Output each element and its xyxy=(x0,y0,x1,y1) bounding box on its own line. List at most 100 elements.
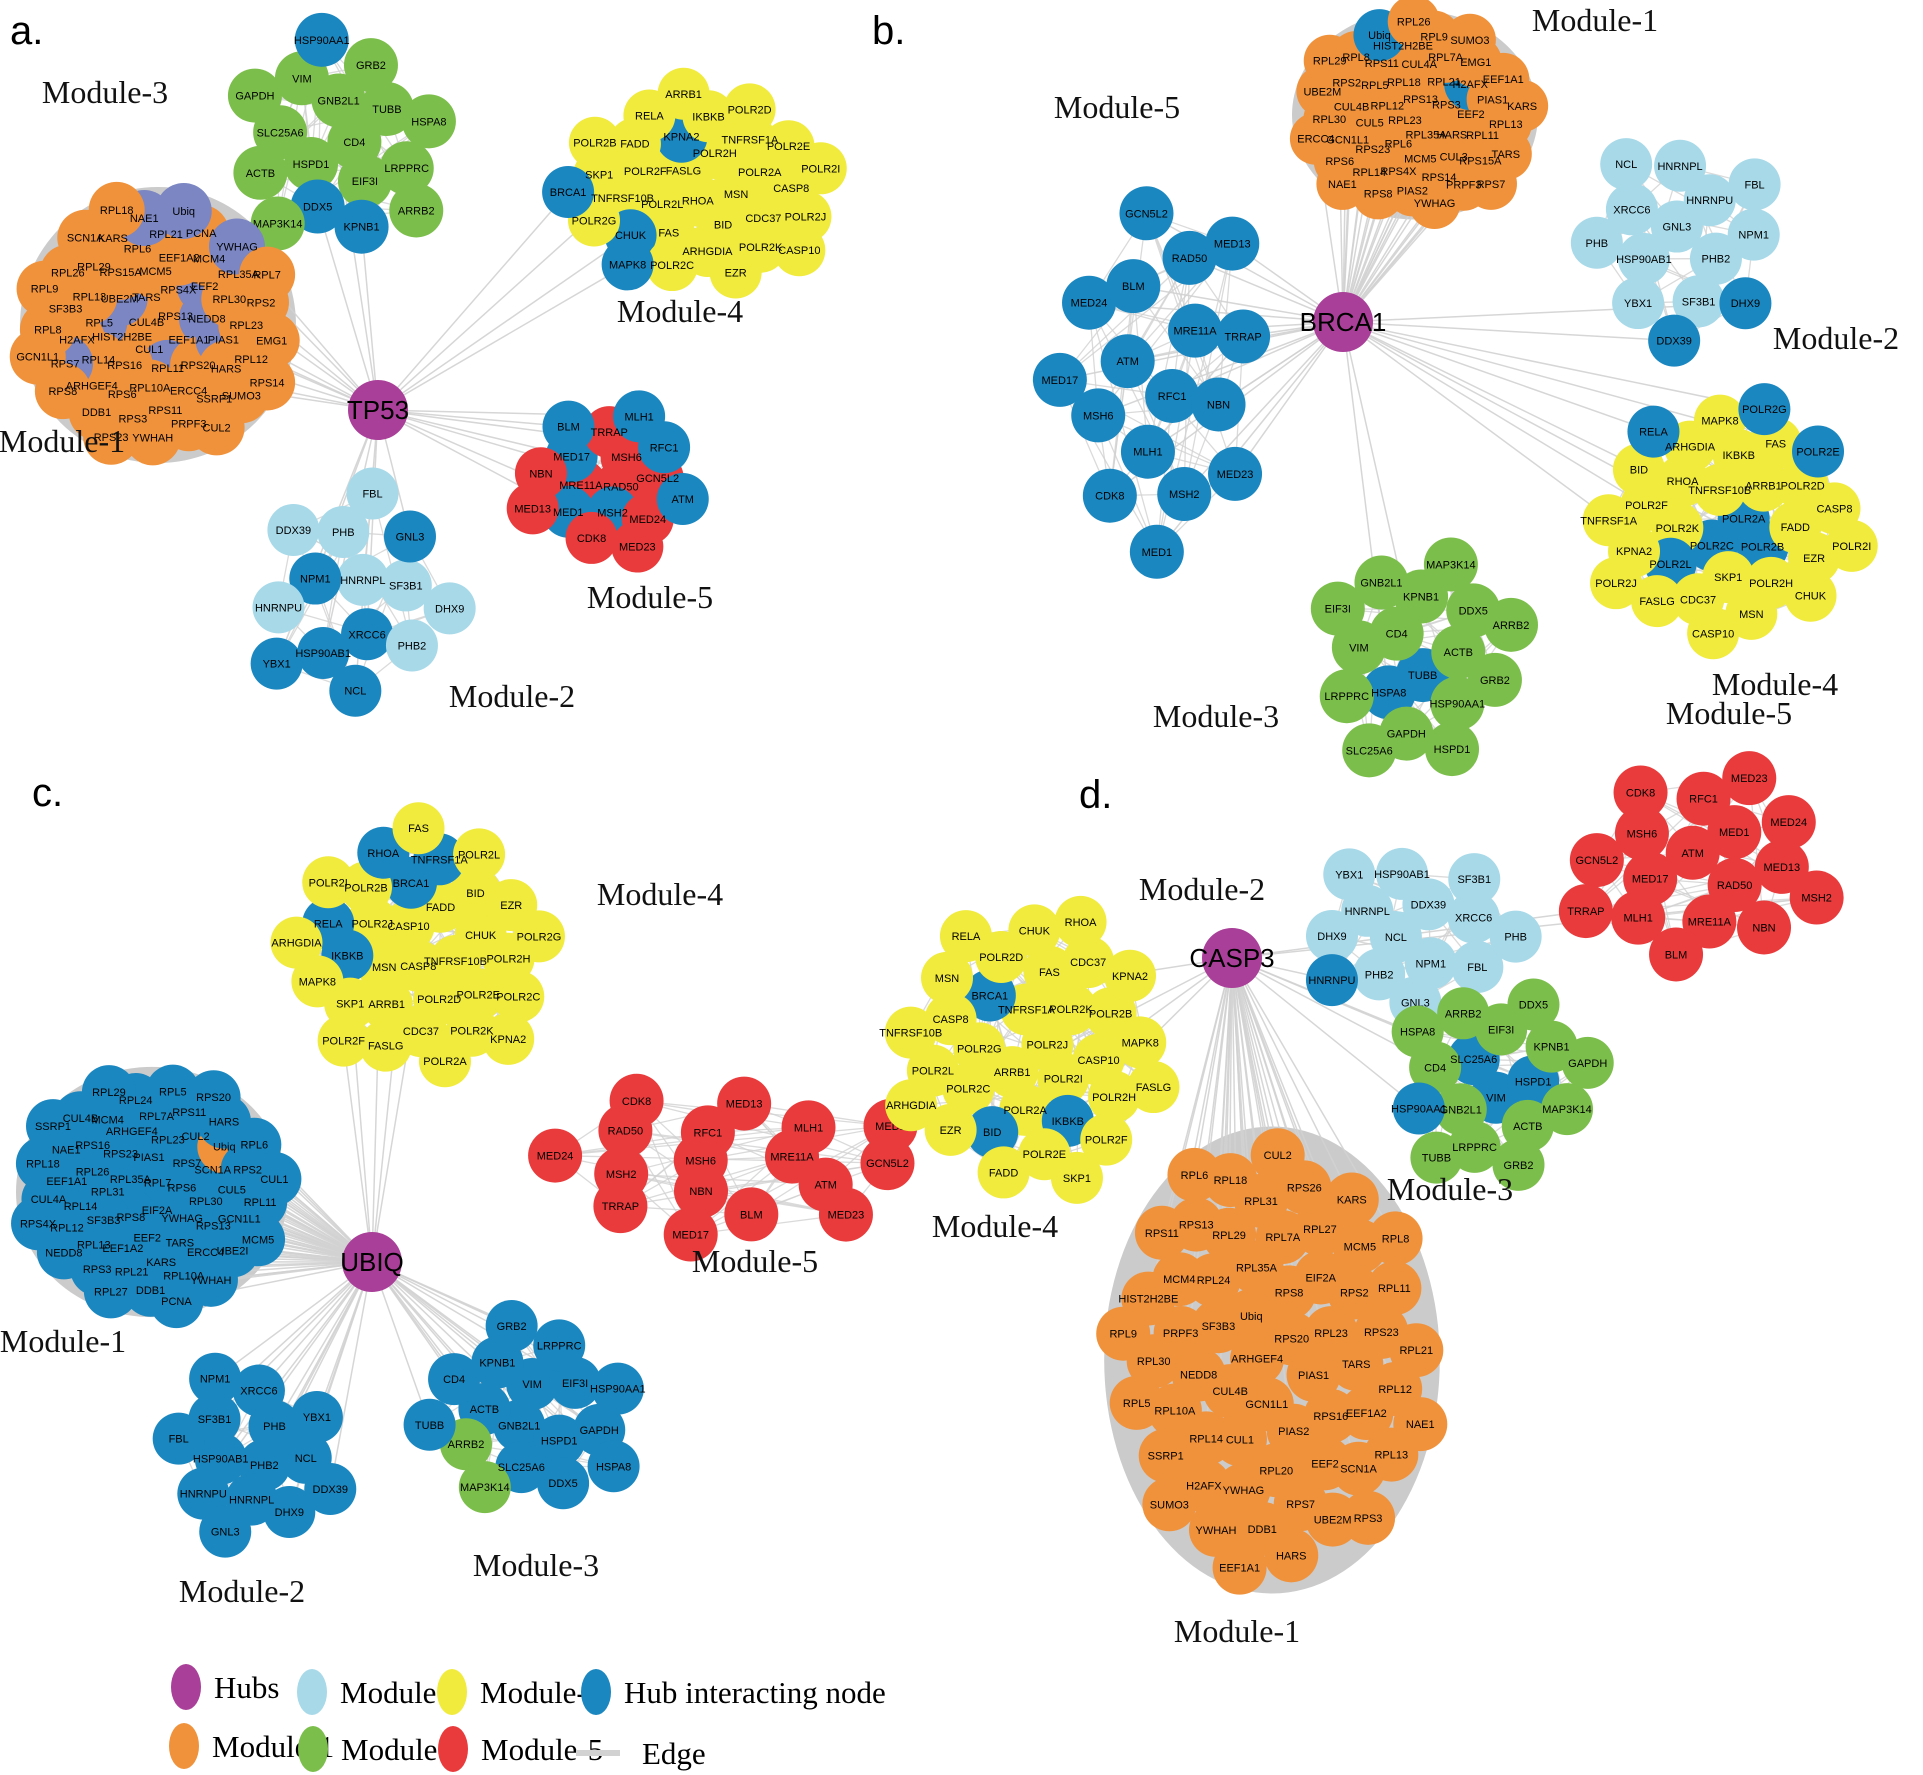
node-label-a-MED13: MED13 xyxy=(514,503,551,515)
panel-letter-a: a. xyxy=(10,9,43,53)
node-label-c-RPS4X: RPS4X xyxy=(20,1218,57,1230)
node-label-d-UBE2M: UBE2M xyxy=(1314,1515,1352,1527)
node-label-d-RPL11: RPL11 xyxy=(1378,1283,1411,1295)
node-label-c-RPL30: RPL30 xyxy=(189,1196,223,1208)
node-label-c-GNB2L1: GNB2L1 xyxy=(498,1421,540,1433)
node-label-d-MSH2: MSH2 xyxy=(1801,893,1832,905)
node-label-a-NEDD8: NEDD8 xyxy=(188,313,225,325)
legend-item-hubs: Hubs xyxy=(171,1664,279,1710)
node-label-a-RPS15A: RPS15A xyxy=(100,267,143,279)
node-a-HSP90AA1 xyxy=(294,12,349,67)
node-label-d-SF3B3: SF3B3 xyxy=(1202,1321,1236,1333)
node-label-c-POLR2F: POLR2F xyxy=(322,1036,365,1048)
node-label-b-RELA: RELA xyxy=(1639,427,1668,439)
node-label-b-DHX9: DHX9 xyxy=(1731,298,1760,310)
node-a-RPL18 xyxy=(88,181,145,238)
node-label-b-MSN: MSN xyxy=(1739,609,1764,621)
node-label-b-POLR2F: POLR2F xyxy=(1625,500,1668,512)
node-label-a-SCN1A: SCN1A xyxy=(67,233,104,245)
node-label-c-HSPD1: HSPD1 xyxy=(541,1436,578,1448)
node-label-d-RPS26: RPS26 xyxy=(1287,1182,1322,1194)
node-label-a-RHOA: RHOA xyxy=(682,196,714,208)
node-label-c-SSRP1: SSRP1 xyxy=(35,1121,71,1133)
node-label-a-NCL: NCL xyxy=(344,686,366,698)
node-a-EIF3I xyxy=(337,154,392,209)
node-label-d-RPL20: RPL20 xyxy=(1259,1465,1293,1477)
node-label-d-POLR2H: POLR2H xyxy=(1092,1092,1136,1104)
node-label-b-RPL29: RPL29 xyxy=(1313,56,1347,68)
node-label-d-RPL21: RPL21 xyxy=(1399,1345,1433,1357)
node-label-a-TRRAP: TRRAP xyxy=(591,427,628,439)
node-label-d-RPL9: RPL9 xyxy=(1109,1329,1137,1341)
node-label-b-ARRB2: ARRB2 xyxy=(1493,620,1530,632)
node-label-d-RPL6: RPL6 xyxy=(1181,1170,1209,1182)
panel-a-nodes: CD4 HSPD1 GNB2L1 EIF3I SLC25A6 TUBB DDX5 VIM LRP… xyxy=(9,12,847,717)
node-label-b-ARRB1: ARRB1 xyxy=(1745,481,1782,493)
node-label-c-PHB: PHB xyxy=(263,1421,286,1433)
node-label-d-RPL12: RPL12 xyxy=(1378,1384,1412,1396)
node-label-b-FAS: FAS xyxy=(1765,438,1786,450)
node-a-KPNB1 xyxy=(334,199,389,254)
node-label-c-RPL6: RPL6 xyxy=(241,1140,269,1152)
node-label-c-PCNA: PCNA xyxy=(161,1296,192,1308)
node-label-a-MAP3K14: MAP3K14 xyxy=(253,219,303,231)
node-label-b-GCN5L2: GCN5L2 xyxy=(1125,208,1168,220)
node-label-d-MLH1: MLH1 xyxy=(1624,913,1653,925)
node-label-c-PHB2: PHB2 xyxy=(250,1460,279,1472)
module-label-b-module-3: Module-3 xyxy=(1153,698,1279,734)
node-label-a-POLR2C: POLR2C xyxy=(650,260,694,272)
node-label-d-MSN: MSN xyxy=(935,973,960,985)
node-label-c-RPS6: RPS6 xyxy=(168,1182,197,1194)
node-label-a-RPL12: RPL12 xyxy=(234,354,268,366)
hub-edge xyxy=(316,206,379,411)
node-label-c-SF3B3: SF3B3 xyxy=(87,1215,121,1227)
node-label-d-FADD: FADD xyxy=(989,1167,1018,1179)
node-label-c-POLR2K: POLR2K xyxy=(450,1026,494,1038)
node-label-b-MED13: MED13 xyxy=(1214,239,1251,251)
node-label-a-HSPA8: HSPA8 xyxy=(411,116,446,128)
node-label-a-RPS11: RPS11 xyxy=(148,405,182,417)
node-label-d-HIST2H2BE: HIST2H2BE xyxy=(1118,1294,1178,1306)
node-label-d-SKP1: SKP1 xyxy=(1063,1173,1091,1185)
node-label-c-NPM1: NPM1 xyxy=(200,1374,231,1386)
legend-item-module-4: Module-4 xyxy=(437,1669,603,1715)
node-label-c-RAD50: RAD50 xyxy=(608,1126,643,1138)
node-label-b-RPL18: RPL18 xyxy=(1387,77,1421,89)
node-label-a-RPL5: RPL5 xyxy=(85,318,113,330)
node-label-a-RPL14: RPL14 xyxy=(82,354,116,366)
node-label-d-PHB: PHB xyxy=(1504,932,1527,944)
node-label-d-TUBB: TUBB xyxy=(1422,1153,1451,1165)
panel-letter-d: d. xyxy=(1079,773,1112,817)
node-label-d-SSRP1: SSRP1 xyxy=(1148,1451,1184,1463)
node-label-b-GRB2: GRB2 xyxy=(1480,675,1510,687)
node-label-a-KPNB1: KPNB1 xyxy=(344,222,380,234)
node-label-d-MSH6: MSH6 xyxy=(1627,828,1658,840)
node-label-d-SLC25A6: SLC25A6 xyxy=(1450,1054,1497,1066)
node-label-d-YWHAH: YWHAH xyxy=(1195,1525,1236,1537)
node-label-c-MED17: MED17 xyxy=(672,1230,709,1242)
node-label-b-UBE2M: UBE2M xyxy=(1303,86,1341,98)
node-label-c-SKP1: SKP1 xyxy=(336,999,364,1011)
node-label-a-FADD: FADD xyxy=(620,139,649,151)
node-label-d-SF3B1: SF3B1 xyxy=(1457,874,1491,886)
node-label-a-MED17: MED17 xyxy=(553,451,590,463)
node-label-c-MAP3K14: MAP3K14 xyxy=(460,1482,510,1494)
node-label-b-HNRNPL: HNRNPL xyxy=(1657,161,1702,173)
node-label-b-POLR2D: POLR2D xyxy=(1781,481,1825,493)
hub-label-BRCA1: BRCA1 xyxy=(1300,307,1387,337)
node-a-POLR2B xyxy=(568,116,621,169)
legend-swatch-module-2 xyxy=(297,1669,327,1715)
node-label-c-ATM: ATM xyxy=(814,1180,836,1192)
node-label-b-CDC37: CDC37 xyxy=(1680,594,1716,606)
node-label-a-POLR2K: POLR2K xyxy=(739,242,783,254)
node-label-a-DDB1: DDB1 xyxy=(82,407,111,419)
node-label-c-EEF1A1: EEF1A1 xyxy=(46,1176,87,1188)
node-label-a-GAPDH: GAPDH xyxy=(235,91,274,103)
node-label-d-RPS2: RPS2 xyxy=(1340,1287,1369,1299)
node-label-b-POLR2H: POLR2H xyxy=(1749,578,1793,590)
node-label-a-POLR2F: POLR2F xyxy=(624,166,667,178)
node-label-c-RELA: RELA xyxy=(314,919,343,931)
node-label-c-ARRB2: ARRB2 xyxy=(448,1439,485,1451)
node-label-c-RPS3: RPS3 xyxy=(83,1264,112,1276)
node-label-d-CUL2: CUL2 xyxy=(1264,1150,1292,1162)
